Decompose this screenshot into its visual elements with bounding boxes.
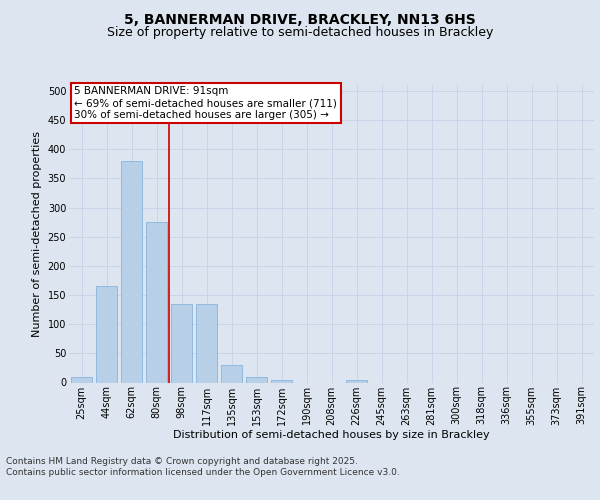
Text: 5 BANNERMAN DRIVE: 91sqm
← 69% of semi-detached houses are smaller (711)
30% of : 5 BANNERMAN DRIVE: 91sqm ← 69% of semi-d… xyxy=(74,86,337,120)
Bar xyxy=(221,365,242,382)
Bar xyxy=(271,380,292,382)
Text: 5, BANNERMAN DRIVE, BRACKLEY, NN13 6HS: 5, BANNERMAN DRIVE, BRACKLEY, NN13 6HS xyxy=(124,12,476,26)
Bar xyxy=(121,161,142,382)
Text: Size of property relative to semi-detached houses in Brackley: Size of property relative to semi-detach… xyxy=(107,26,493,39)
Bar xyxy=(246,376,267,382)
Bar xyxy=(96,286,117,382)
Bar xyxy=(146,222,167,382)
Y-axis label: Number of semi-detached properties: Number of semi-detached properties xyxy=(32,130,42,337)
Text: Contains HM Land Registry data © Crown copyright and database right 2025.
Contai: Contains HM Land Registry data © Crown c… xyxy=(6,458,400,477)
X-axis label: Distribution of semi-detached houses by size in Brackley: Distribution of semi-detached houses by … xyxy=(173,430,490,440)
Bar xyxy=(171,304,192,382)
Bar xyxy=(346,380,367,382)
Bar xyxy=(196,304,217,382)
Bar xyxy=(71,376,92,382)
